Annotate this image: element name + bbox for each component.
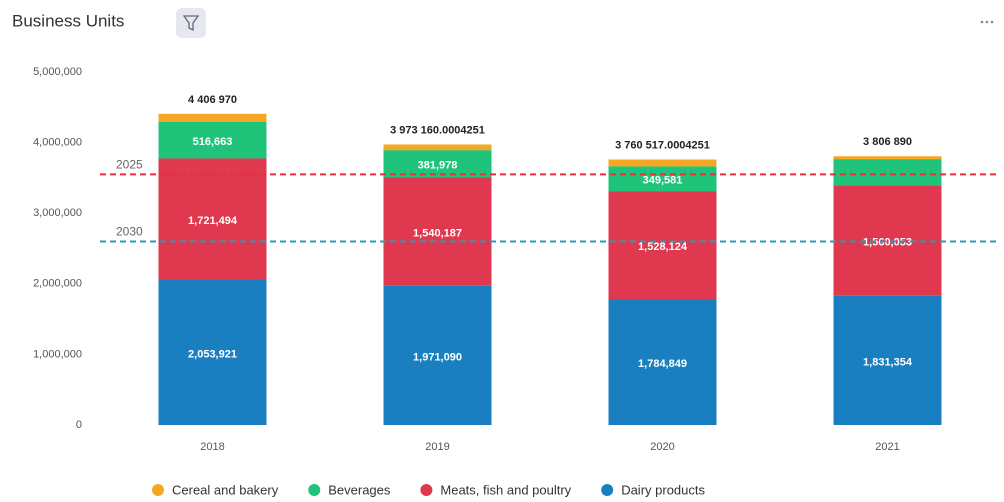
data-label: 349,581 [643, 175, 683, 187]
bar-segment [833, 156, 942, 160]
data-label: 1,528,124 [638, 241, 688, 253]
data-label: 2,053,921 [188, 348, 237, 360]
legend-marker [601, 484, 614, 496]
bar-segment [158, 121, 267, 159]
more-menu[interactable] [980, 20, 994, 24]
total-label: 3 806 890 [863, 136, 912, 148]
legend-label: Beverages [328, 482, 391, 497]
data-label: 1,721,494 [188, 215, 238, 227]
x-tick-label: 2020 [650, 441, 674, 453]
bar-segment [833, 295, 942, 425]
bar-segment [158, 158, 267, 280]
filter-button[interactable] [176, 8, 206, 38]
bar-segment [608, 159, 717, 167]
y-tick-label: 3,000,000 [33, 207, 82, 219]
data-label: 516,663 [193, 136, 233, 148]
bar-segment [383, 150, 492, 178]
bar-segment [158, 113, 267, 122]
chart-title: Business Units [12, 11, 124, 30]
total-label: 3 973 160.0004251 [390, 124, 485, 136]
bar-segment [383, 177, 492, 286]
y-tick-label: 1,000,000 [33, 348, 82, 360]
bar-segment [608, 166, 717, 192]
legend-marker [308, 484, 321, 496]
y-tick-label: 2,000,000 [33, 278, 82, 290]
x-tick-label: 2019 [425, 441, 449, 453]
data-label: 1,560,053 [863, 237, 912, 249]
y-tick-label: 4,000,000 [33, 137, 82, 149]
data-label: 1,540,187 [413, 227, 462, 239]
legend-label: Meats, fish and poultry [440, 482, 571, 497]
data-label: 1,784,849 [638, 358, 687, 370]
x-tick-label: 2018 [200, 441, 224, 453]
reference-label: 2025 [116, 158, 143, 172]
bar-segment [158, 279, 267, 425]
data-label: 1,831,354 [863, 356, 913, 368]
data-label: 381,978 [418, 160, 458, 172]
bar-segment [608, 191, 717, 299]
y-tick-label: 5,000,000 [33, 66, 82, 78]
x-tick-label: 2021 [875, 441, 899, 453]
data-label: 1,971,090 [413, 351, 462, 363]
bar-segment [833, 159, 942, 186]
bar-segment [608, 298, 717, 425]
y-tick-label: 0 [76, 419, 82, 431]
total-label: 3 760 517.0004251 [615, 139, 710, 151]
legend-label: Dairy products [621, 482, 705, 497]
legend-label: Cereal and bakery [172, 482, 279, 497]
bar-segment [383, 285, 492, 425]
total-label: 4 406 970 [188, 94, 237, 106]
legend-marker [152, 484, 164, 496]
reference-label: 2030 [116, 225, 143, 239]
bar-segment [383, 144, 492, 151]
legend-marker [420, 484, 433, 496]
